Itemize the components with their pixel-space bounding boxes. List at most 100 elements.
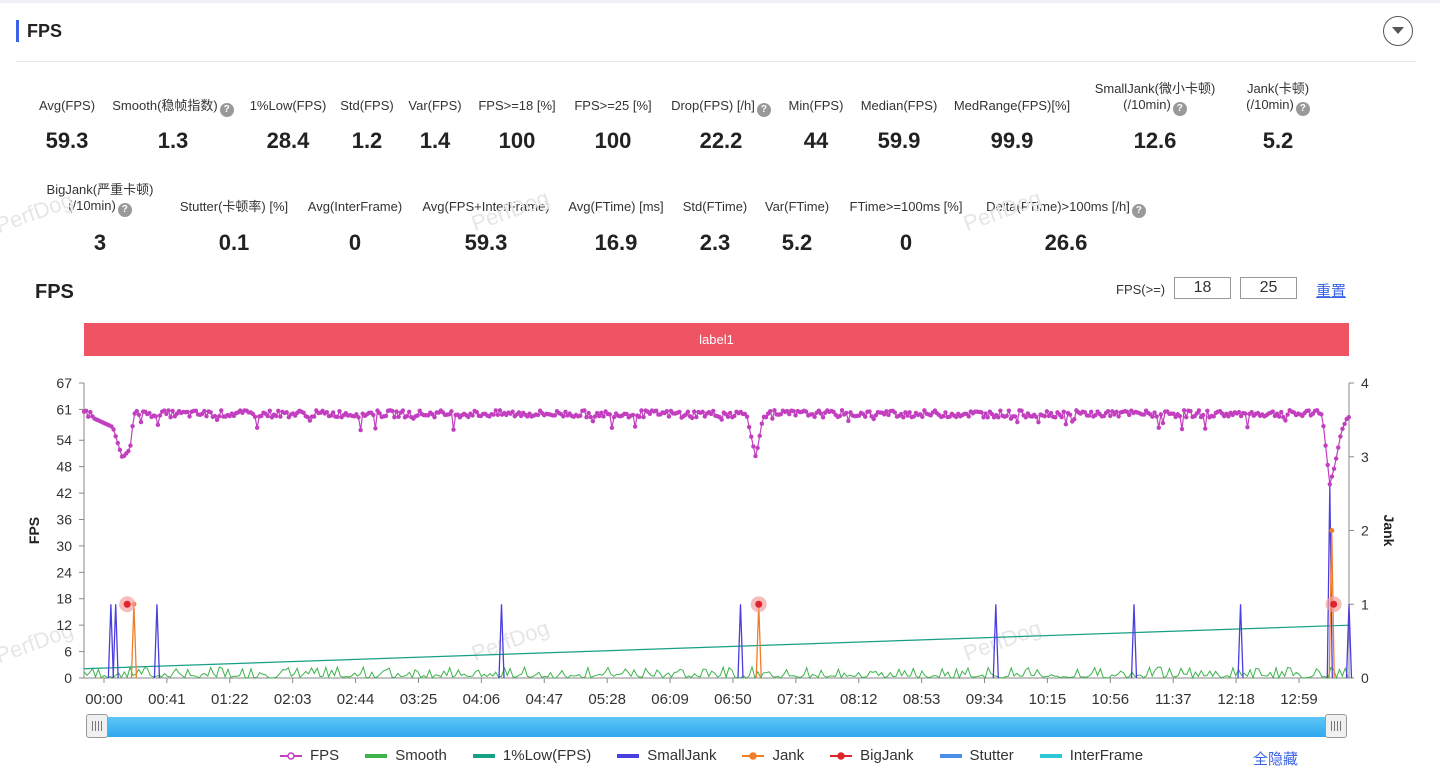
fps-point <box>267 408 273 413</box>
fps-point <box>979 410 984 415</box>
metric-value: 12.6 <box>1133 128 1177 153</box>
legend-label: Jank <box>772 747 805 764</box>
y-axis-right-title: Jank <box>1381 515 1397 547</box>
chart-legend: FPS Smooth 1%Low(FPS) SmallJank Jank BigJank S… <box>280 747 1169 764</box>
fps-point <box>725 414 731 420</box>
help-icon[interactable]: ? <box>1295 102 1310 116</box>
legend-swatch-icon <box>365 753 388 758</box>
fps-point <box>751 444 756 449</box>
y-left-tick-label: 12 <box>56 617 72 633</box>
fps-point <box>337 408 342 414</box>
fps-point <box>666 414 672 419</box>
help-icon[interactable]: ? <box>219 103 234 117</box>
metric-1-3: Std(FPS) 1.2 <box>277 98 457 153</box>
metric-1-7: Drop(FPS) [/h]? 22.2 <box>631 98 811 153</box>
fps-point <box>1034 414 1039 420</box>
y-left-tick-label: 67 <box>56 375 72 391</box>
legend-item-bigjank[interactable]: BigJank <box>830 747 914 764</box>
fps-point <box>417 408 422 413</box>
fps-point <box>1245 424 1250 430</box>
legend-item-smalljank[interactable]: SmallJank <box>617 747 716 764</box>
fps-point <box>1338 434 1343 439</box>
fps-point <box>307 418 313 423</box>
metric-value: 59.9 <box>877 128 921 153</box>
legend-item-fps[interactable]: FPS <box>280 747 339 764</box>
legend-swatch-icon <box>742 751 765 760</box>
fps-point <box>497 408 503 413</box>
collapse-button[interactable] <box>1383 16 1413 46</box>
fps-point <box>755 445 760 451</box>
legend-item-1-low-fps-[interactable]: 1%Low(FPS) <box>472 747 591 764</box>
fps-threshold-2-input[interactable] <box>1240 277 1297 299</box>
metric-value: 44 <box>803 128 829 153</box>
fps-point <box>1340 426 1345 431</box>
fps-point <box>170 408 175 414</box>
fps-point <box>1093 413 1098 418</box>
metric-2-3: Avg(FPS+InterFrame) 59.3 <box>396 199 576 255</box>
legend-item-interframe[interactable]: InterFrame <box>1039 747 1144 764</box>
metric-label: Avg(FPS) <box>38 98 96 113</box>
fps-point <box>966 414 971 419</box>
legend-item-jank[interactable]: Jank <box>742 747 804 764</box>
fps-point <box>1089 409 1094 414</box>
y-right-tick-label: 2 <box>1361 523 1369 539</box>
fps-point <box>586 410 591 416</box>
fps-point <box>1036 419 1041 425</box>
fps-point <box>301 410 306 416</box>
fps-point <box>1200 412 1206 418</box>
smalljank-spike <box>992 604 999 679</box>
fps-point <box>727 410 733 416</box>
legend-label: InterFrame <box>1069 747 1144 764</box>
fps-point <box>1141 412 1147 417</box>
metric-1-10: MedRange(FPS)[%] 99.9 <box>922 98 1102 153</box>
fps-point <box>597 413 602 419</box>
fps-threshold-1-input[interactable] <box>1174 277 1231 299</box>
legend-item-smooth[interactable]: Smooth <box>365 747 447 764</box>
help-icon[interactable]: ? <box>1172 102 1187 116</box>
fps-point <box>493 408 498 413</box>
fps-point <box>582 408 587 413</box>
fps-point <box>130 423 135 429</box>
fps-point <box>1306 408 1311 413</box>
fps-point <box>328 413 334 418</box>
time-range-slider[interactable] <box>87 717 1347 737</box>
fps-point <box>820 415 826 420</box>
slider-left-handle[interactable] <box>86 714 108 738</box>
help-icon[interactable]: ? <box>756 103 771 117</box>
fps-point <box>592 414 598 419</box>
fps-point <box>1323 443 1328 448</box>
fps-point <box>1023 415 1028 420</box>
reset-button[interactable]: 重置 <box>1316 283 1347 300</box>
metric-label-unit: (/10min)? <box>1065 97 1245 116</box>
smalljank-spike <box>153 604 161 679</box>
hide-all-button[interactable]: 全隐藏 <box>1253 751 1299 768</box>
metric-label: Median(FPS) <box>860 98 938 113</box>
fps-point <box>134 408 139 414</box>
fps-point <box>115 440 120 446</box>
y-axis-left-title: FPS <box>26 517 42 544</box>
metric-label: Smooth(稳帧指数)? <box>83 98 263 117</box>
slider-right-handle[interactable] <box>1325 714 1347 738</box>
fps-point <box>168 415 173 420</box>
help-icon[interactable]: ? <box>1131 204 1146 218</box>
metric-2-5: Std(FTime) 2.3 <box>625 199 805 255</box>
label-band[interactable]: label1 <box>84 323 1349 356</box>
fps-point <box>1336 445 1341 450</box>
fps-point <box>83 408 89 414</box>
help-icon[interactable]: ? <box>117 203 132 217</box>
legend-item-stutter[interactable]: Stutter <box>939 747 1014 764</box>
fps-point <box>1053 415 1058 420</box>
series-1pct-low-line <box>83 624 1350 670</box>
fps-point <box>383 413 389 419</box>
fps-point <box>561 414 566 419</box>
fps-point <box>882 412 887 417</box>
fps-point <box>599 410 604 416</box>
metric-1-11: SmallJank(微小卡顿) (/10min)? 12.6 <box>1065 81 1245 153</box>
smalljank-spike <box>112 604 119 679</box>
fps-point <box>356 415 361 420</box>
metric-1-12: Jank(卡顿) (/10min)? 5.2 <box>1188 81 1368 153</box>
fps-point <box>1314 408 1320 413</box>
fps-point <box>371 412 376 418</box>
fps-point <box>284 410 289 415</box>
